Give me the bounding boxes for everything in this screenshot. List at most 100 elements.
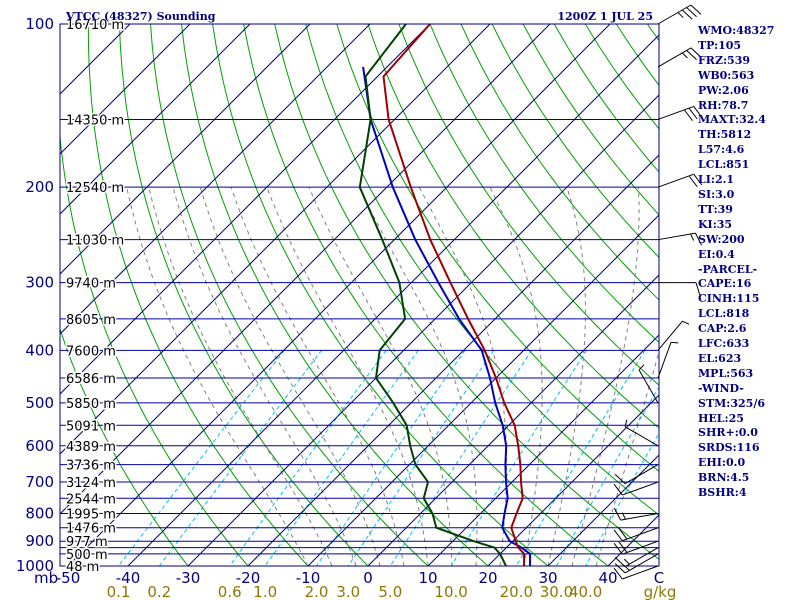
height-label: 7600 m [66,344,116,359]
index-item: TH:5812 [698,128,752,142]
index-item: MPL:563 [698,366,754,380]
wind-barb-staff [657,4,692,25]
isotherm [487,394,659,566]
pressure-label: 800 [25,504,54,522]
height-label: 2544 m [66,492,116,507]
mixing-ratio-label: 1.0 [253,583,277,600]
index-item: SHR+:0.0 [698,426,758,440]
chart-title: VTCC (48327) Sounding [65,10,216,23]
wind-barb-staff [657,105,694,120]
height-label: 3124 m [66,476,116,491]
isotherm [127,34,659,566]
wind-barb-staff [657,320,683,351]
moist-adiabat [571,187,640,566]
temperature-tick-label: -50 [56,569,81,587]
isotherm [67,24,611,566]
index-item: PW:2.06 [698,83,749,97]
index-item: EI:0.4 [698,247,735,261]
wind-barb-flag [613,483,623,496]
mixing-ratio-label: 0.1 [107,583,131,600]
wind-barb-staff [622,527,659,542]
mixing-ratio-label: g/kg [644,583,677,600]
height-label: 1476 m [66,522,116,537]
wind-barb-flag [695,282,701,296]
wind-barb-flag [688,107,698,120]
wind-barb-staff [624,553,659,574]
wind-barb-flag [614,473,626,484]
isotherm [427,334,659,566]
isotherm [247,154,659,566]
chart-time: 1200Z 1 JUL 25 [557,10,653,23]
index-item: TT:39 [698,202,733,216]
wind-barb-staff [657,173,694,188]
isotherm [367,274,659,566]
height-label: 9740 m [66,277,116,292]
wind-barb-staff [622,481,659,496]
index-item: TP:105 [698,38,742,52]
mixing-ratio-label: 20.0 [500,583,533,600]
wind-barb-flag [690,4,702,15]
wind-barb-flag [638,364,645,371]
index-item: CINH:115 [698,292,760,306]
index-item: EL:623 [698,351,742,365]
wind-barb-staff [620,512,659,521]
wind-barb-staff [638,369,659,404]
temperature-tick-label: -10 [296,569,321,587]
isotherm [60,24,491,455]
pressure-unit-label: mb [34,569,58,587]
pressure-label: 300 [25,274,54,292]
isotherm [60,24,191,155]
pressure-label: 1000 [16,557,54,575]
height-label: 1995 m [66,507,116,522]
index-item: -PARCEL- [698,262,758,276]
wind-barb-flag [624,419,628,427]
wind-barb-staff [622,565,659,580]
moist-adiabat [595,350,659,566]
wind-barb-flag [681,52,688,59]
temperature-tick-label: 10 [418,569,437,587]
isotherm [60,24,371,335]
height-label: 5091 m [66,419,116,434]
temperature-tick-label: 0 [363,569,373,587]
wind-barb-flag [683,109,693,122]
isotherm [60,24,431,395]
height-label: 4389 m [66,440,116,455]
height-label: 11030 m [66,234,124,249]
pressure-label: 200 [25,178,54,196]
parcel-trace [362,66,532,566]
wind-barb-flag [614,563,626,574]
wind-barb-staff [657,232,696,241]
indices-list: WMO:48327 TP:105 FRZ:539 WB0:563 PW:2.06 RH:7… [698,24,798,501]
height-label: 14350 m [66,113,124,128]
temperature-tick-label: -20 [236,569,261,587]
mixing-ratio-label: 0.2 [147,583,171,600]
index-item: SI:3.0 [698,187,735,201]
moist-adiabat [266,187,429,566]
index-item: LI:2.1 [698,173,735,187]
index-item: HEL:25 [698,411,744,425]
wind-barb-flag [613,543,623,555]
isotherm [307,214,659,566]
wind-barb-flag [690,233,695,241]
temperature-tick-label: 40 [598,569,617,587]
index-item: -WIND- [698,381,744,395]
height-label: 500 m [66,548,108,563]
index-item: SRDS:116 [698,441,760,455]
wind-barb-flag [690,47,702,58]
wind-barb-flag [670,341,679,344]
index-item: L57:4.6 [698,143,745,157]
isotherm [60,24,311,275]
mixing-ratio-label: 30.0 [540,583,573,600]
index-item: MAXT:32.4 [698,113,766,127]
wind-barb-flag [621,512,626,520]
index-item: RH:78.7 [698,98,749,112]
wind-barb-staff [622,540,659,555]
wind-barb-flag [618,541,628,553]
wind-barb-flag [682,320,690,325]
height-label: 8605 m [66,313,116,328]
temperature-unit-label: C [654,569,664,587]
wind-barb-flag [693,106,703,118]
wind-barb-flag [613,507,622,521]
index-item: LCL:851 [698,158,750,172]
index-item: CAP:2.6 [698,322,747,336]
